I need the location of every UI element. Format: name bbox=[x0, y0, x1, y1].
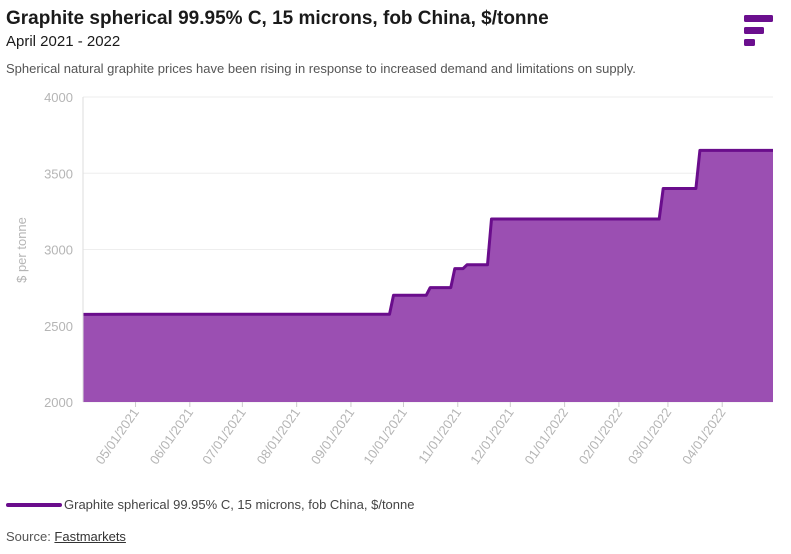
x-tick-label: 07/01/2021 bbox=[199, 405, 249, 467]
x-tick-label: 08/01/2021 bbox=[253, 405, 303, 467]
source-prefix: Source: bbox=[6, 529, 55, 544]
logo-bar-top bbox=[744, 15, 773, 22]
chart-subtitle: April 2021 - 2022 bbox=[6, 33, 121, 50]
y-tick-label: 4000 bbox=[44, 90, 73, 105]
x-tick-label: 01/01/2022 bbox=[521, 405, 571, 467]
chart-title: Graphite spherical 99.95% C, 15 microns,… bbox=[6, 8, 549, 29]
legend[interactable]: Graphite spherical 99.95% C, 15 microns,… bbox=[6, 497, 414, 512]
x-tick-label: 04/01/2022 bbox=[679, 405, 729, 467]
source-note: Source: Fastmarkets bbox=[6, 529, 126, 544]
x-tick-label: 02/01/2022 bbox=[576, 405, 626, 467]
x-axis-ticks: 05/01/2021 06/01/2021 07/01/2021 08/01/2021… bbox=[92, 402, 729, 467]
x-tick-label: 10/01/2021 bbox=[360, 405, 410, 467]
legend-label: Graphite spherical 99.95% C, 15 microns,… bbox=[64, 497, 415, 512]
x-tick-label: 05/01/2021 bbox=[92, 405, 142, 467]
y-tick-label: 2500 bbox=[44, 319, 73, 334]
x-tick-label: 03/01/2022 bbox=[625, 405, 675, 467]
source-link[interactable]: Fastmarkets bbox=[54, 529, 126, 544]
y-tick-label: 3500 bbox=[44, 166, 73, 181]
legend-swatch bbox=[6, 502, 62, 507]
plot-series bbox=[82, 148, 773, 402]
logo-bar-bottom bbox=[744, 39, 755, 46]
x-tick-label: 11/01/2021 bbox=[415, 405, 464, 466]
y-tick-label: 2000 bbox=[44, 395, 73, 410]
chart-description: Spherical natural graphite prices have b… bbox=[6, 61, 636, 76]
y-tick-label: 3000 bbox=[44, 243, 73, 258]
x-tick-label: 09/01/2021 bbox=[308, 405, 358, 467]
fastmarkets-logo-icon[interactable] bbox=[741, 14, 773, 48]
y-axis-ticks: 2000 2500 3000 3500 4000 bbox=[44, 90, 73, 410]
series-line bbox=[82, 148, 773, 316]
x-tick-label: 06/01/2021 bbox=[147, 405, 197, 467]
x-tick-label: 12/01/2021 bbox=[467, 405, 517, 467]
series-area bbox=[83, 150, 773, 402]
y-axis-title: $ per tonne bbox=[14, 217, 29, 283]
logo-bar-middle bbox=[744, 27, 764, 34]
